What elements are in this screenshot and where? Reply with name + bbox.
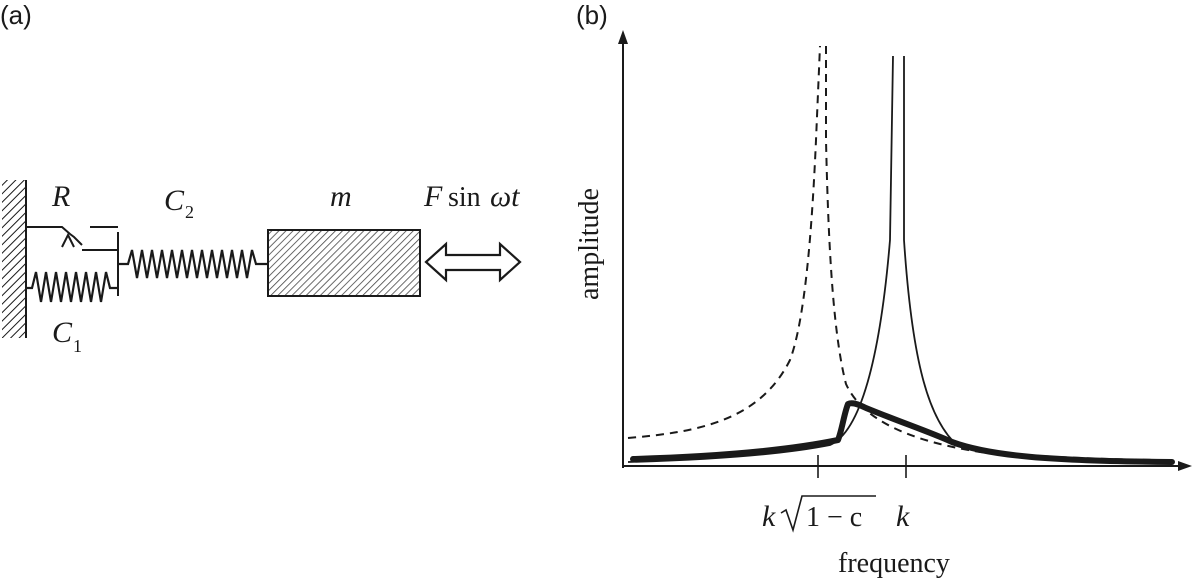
x-axis-arrowhead (1178, 461, 1192, 471)
wall (2, 180, 26, 338)
label-force-f: F (423, 180, 443, 213)
label-c2: C (164, 184, 185, 217)
x-axis-label: frequency (838, 548, 950, 578)
label-r: R (51, 180, 70, 213)
label-force-sin: sin (448, 182, 481, 213)
dashed-response-curve (627, 45, 1173, 461)
label-c2-subscript: 2 (185, 202, 194, 222)
sqrt-radical-icon (780, 495, 876, 533)
tick-label-left-expr: 1 − c (806, 502, 862, 533)
force-arrow (424, 241, 522, 283)
spring-c1 (26, 271, 118, 303)
label-c1-subscript: 1 (73, 336, 82, 356)
tick-label-left-k: k (762, 500, 776, 533)
panel-b-label: (b) (576, 0, 608, 30)
thick-response-curve (630, 400, 1175, 465)
spring-c2 (118, 249, 268, 279)
y-axis-arrowhead (618, 30, 628, 44)
label-mass: m (330, 180, 352, 213)
label-c1: C (52, 316, 73, 349)
panel-a-label: (a) (0, 0, 32, 30)
friction-element-r (26, 226, 118, 251)
y-axis-label: amplitude (574, 188, 605, 300)
mass-block (267, 229, 421, 297)
label-force-omega-t: ωt (490, 180, 520, 213)
thin-response-curve (627, 55, 1173, 464)
panel-b: (b) k 1 − c k amplitude frequency (574, 0, 1192, 578)
panel-a: (a) R C 2 m F sin ωt C 1 (0, 0, 522, 356)
tick-label-right-k: k (896, 500, 910, 533)
